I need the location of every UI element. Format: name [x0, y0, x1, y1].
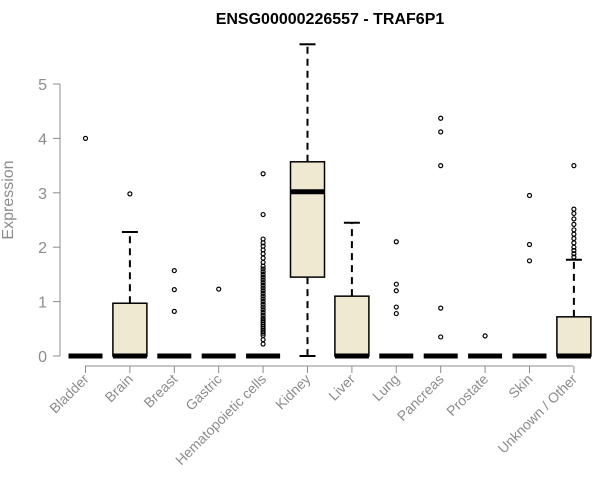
y-tick-label: 2 — [38, 240, 47, 257]
box-prostate — [468, 333, 503, 359]
outlier-point — [260, 211, 266, 218]
outlier-point — [171, 267, 177, 274]
outlier-point — [571, 251, 577, 257]
outlier-point — [393, 304, 399, 310]
iqr-box — [289, 161, 326, 278]
outlier-point — [526, 258, 533, 264]
outlier-point — [260, 266, 266, 272]
outlier-point — [393, 239, 399, 245]
outlier-point — [571, 254, 577, 260]
outlier-point — [393, 281, 399, 287]
box-kidney — [289, 43, 326, 357]
box-brain — [112, 191, 148, 359]
box-series — [68, 43, 592, 359]
outlier-point — [260, 271, 266, 277]
iqr-box — [112, 302, 148, 357]
iqr-box — [556, 316, 592, 357]
x-tick-label-unknown-other: Unknown / Other — [494, 371, 580, 457]
x-tick-label-pancreas: Pancreas — [394, 371, 447, 424]
outlier-point — [571, 227, 577, 233]
outlier-point — [260, 317, 266, 323]
iqr-box — [334, 295, 370, 357]
outlier-point — [260, 277, 266, 283]
outlier-point — [438, 163, 444, 169]
outlier-point — [260, 315, 266, 321]
x-tick-label-kidney: Kidney — [272, 371, 314, 413]
outlier-point — [260, 309, 266, 316]
outlier-point — [260, 269, 266, 275]
outlier-point — [260, 290, 266, 297]
outlier-point — [571, 216, 577, 222]
outlier-point — [260, 171, 266, 177]
box-gastric — [201, 286, 236, 359]
outlier-point — [393, 310, 399, 317]
outlier-point — [127, 191, 133, 197]
y-tick-label: 1 — [38, 295, 47, 312]
box-hematopoietic-cells — [246, 171, 281, 359]
x-tick-label-gastric: Gastric — [182, 371, 225, 414]
chart-title: ENSG00000226557 - TRAF6P1 — [216, 11, 445, 28]
outlier-point — [260, 312, 266, 318]
outlier-point — [260, 337, 266, 343]
outlier-point — [260, 288, 266, 294]
outlier-point — [260, 341, 266, 347]
outlier-point — [482, 333, 488, 339]
box-liver — [334, 221, 370, 359]
x-tick-label-bladder: Bladder — [46, 371, 92, 417]
y-tick-label: 4 — [38, 131, 47, 148]
outlier-point — [526, 241, 533, 248]
outlier-point — [260, 282, 266, 288]
outlier-point — [438, 129, 444, 135]
y-tick-label: 5 — [38, 77, 47, 94]
outlier-point — [216, 286, 222, 292]
outlier-point — [571, 240, 577, 246]
outlier-point — [260, 299, 266, 305]
box-bladder — [68, 135, 103, 359]
x-tick-label-brain: Brain — [102, 371, 136, 405]
y-tick-label: 0 — [38, 349, 47, 366]
x-tick-label-lung: Lung — [369, 371, 402, 404]
y-axis-ticks: 0 1 2 3 4 5 — [38, 77, 60, 366]
x-tick-label-skin: Skin — [505, 371, 536, 402]
box-skin — [512, 192, 547, 359]
outlier-point — [571, 235, 577, 242]
outlier-point — [571, 163, 577, 169]
y-tick-label: 3 — [38, 186, 47, 203]
box-pancreas — [423, 115, 458, 359]
outlier-point — [171, 287, 177, 293]
box-unknown-other — [556, 163, 592, 359]
x-tick-label-prostate: Prostate — [443, 371, 491, 419]
outlier-point — [260, 279, 266, 286]
outlier-point — [260, 285, 266, 291]
outlier-point — [393, 288, 399, 294]
outlier-point — [260, 274, 266, 280]
box-lung — [379, 239, 414, 359]
outlier-point — [571, 210, 577, 217]
x-tick-label-liver: Liver — [325, 371, 358, 404]
outlier-point — [260, 236, 266, 242]
outlier-point — [260, 255, 266, 261]
outlier-point — [260, 307, 266, 313]
outlier-point — [260, 301, 266, 307]
outlier-point — [260, 243, 266, 249]
outlier-point — [82, 135, 89, 141]
outlier-point — [438, 305, 444, 311]
box-breast — [157, 267, 192, 359]
x-tick-label-breast: Breast — [140, 371, 180, 411]
outlier-point — [571, 221, 577, 227]
outlier-point — [438, 334, 444, 340]
outlier-point — [260, 304, 266, 310]
outlier-point — [260, 293, 266, 299]
outlier-point — [171, 308, 177, 314]
y-axis-label: Expression — [0, 160, 17, 239]
outlier-point — [571, 206, 577, 212]
outlier-point — [571, 247, 577, 254]
outlier-point — [438, 115, 444, 121]
outlier-point — [526, 192, 533, 199]
outlier-point — [571, 231, 577, 237]
outlier-point — [260, 296, 266, 302]
